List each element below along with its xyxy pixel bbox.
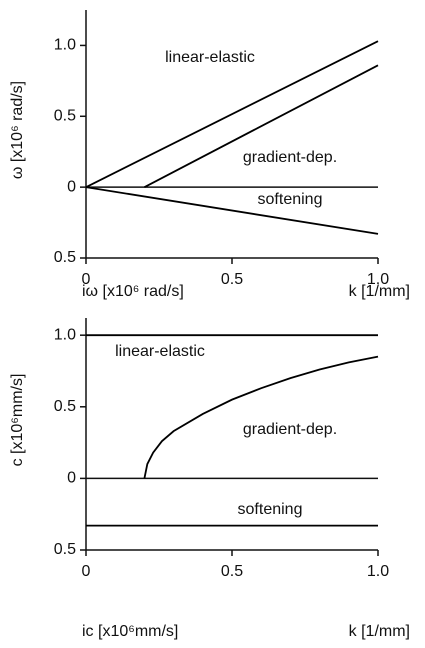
series-line (85, 40, 379, 188)
x-tick-label: 1.0 (367, 271, 389, 288)
series-label: gradient-dep. (243, 421, 337, 438)
y-tick-label: 1.0 (54, 37, 76, 54)
series-label: linear-elastic (165, 49, 255, 66)
y-tick-label: 0.5 (54, 249, 76, 266)
x-tick-label: 0 (82, 271, 91, 288)
imag-axis-label: ic [x10⁶mm/s] (82, 623, 178, 640)
y-tick-label: 1.0 (54, 326, 76, 343)
series-label: softening (238, 501, 303, 518)
y-tick-label: 0.5 (54, 108, 76, 125)
series-line (143, 64, 379, 188)
y-tick-label: 0.5 (54, 398, 76, 415)
y-axis-label: ω [x10⁶ rad/s] (9, 81, 26, 179)
x-tick-label: 1.0 (367, 563, 389, 580)
y-tick-label: 0 (67, 470, 76, 487)
series-label: gradient-dep. (243, 149, 337, 166)
x-axis-label: k [1/mm] (349, 623, 410, 640)
x-tick-label: 0.5 (221, 271, 243, 288)
y-tick-label: 0 (67, 178, 76, 195)
series-line (143, 355, 379, 479)
series-line (85, 186, 379, 235)
y-tick-label: 0.5 (54, 541, 76, 558)
x-tick-label: 0.5 (221, 563, 243, 580)
x-axis-label: k [1/mm] (349, 283, 410, 300)
y-axis-label: c [x10⁶mm/s] (9, 374, 26, 467)
x-tick-label: 0 (82, 563, 91, 580)
imag-axis-label: iω [x10⁶ rad/s] (82, 283, 184, 300)
series-label: linear-elastic (115, 343, 205, 360)
series-label: softening (258, 191, 323, 208)
